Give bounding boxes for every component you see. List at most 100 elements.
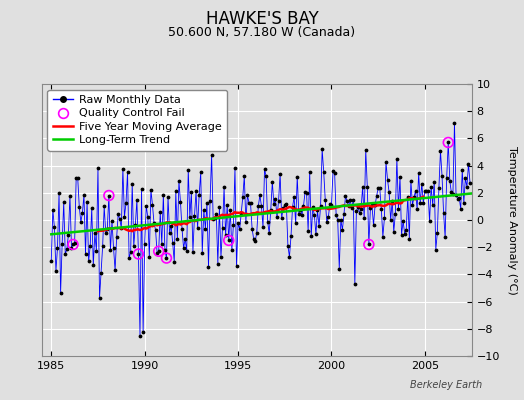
Point <box>100 203 108 210</box>
Point <box>234 220 242 226</box>
Point <box>253 230 261 236</box>
Point <box>441 234 449 240</box>
Point <box>189 248 197 255</box>
Point <box>377 206 386 212</box>
Point <box>181 236 189 242</box>
Point <box>211 214 219 221</box>
Point <box>187 189 195 196</box>
Point <box>214 260 222 267</box>
Point <box>89 262 97 268</box>
Point <box>278 214 286 221</box>
Point <box>131 222 139 228</box>
Point <box>321 197 330 203</box>
Point <box>385 189 394 196</box>
Point <box>458 167 466 173</box>
Point <box>64 232 73 238</box>
Point <box>208 152 216 158</box>
Point <box>363 184 372 190</box>
Point <box>134 251 143 257</box>
Point <box>50 224 59 230</box>
Point <box>256 192 264 198</box>
Point <box>331 169 339 176</box>
Point <box>307 232 315 239</box>
Point <box>341 193 350 199</box>
Point <box>94 165 102 172</box>
Point <box>358 184 367 190</box>
Point <box>116 216 124 222</box>
Point <box>391 211 399 218</box>
Point <box>215 204 224 211</box>
Point <box>379 234 387 240</box>
Point <box>193 225 202 232</box>
Point <box>129 242 138 249</box>
Point <box>411 188 420 194</box>
Point <box>91 230 99 237</box>
Point <box>422 188 431 194</box>
Point <box>432 246 440 253</box>
Point <box>444 139 452 146</box>
Point <box>369 222 378 228</box>
Point <box>355 210 364 216</box>
Point <box>453 195 462 202</box>
Text: 50.600 N, 57.180 W (Canada): 50.600 N, 57.180 W (Canada) <box>168 26 356 39</box>
Point <box>438 172 446 179</box>
Point <box>223 202 232 208</box>
Point <box>150 220 158 226</box>
Point <box>376 185 384 191</box>
Point <box>58 240 67 247</box>
Point <box>158 241 166 247</box>
Point <box>81 251 90 257</box>
Point <box>144 214 152 220</box>
Point <box>133 196 141 203</box>
Point <box>400 230 409 237</box>
Point <box>120 214 128 220</box>
Point <box>349 197 357 203</box>
Point <box>217 254 225 260</box>
Point <box>231 165 239 172</box>
Point <box>384 176 392 183</box>
Point <box>173 236 181 242</box>
Point <box>305 169 314 175</box>
Point <box>229 222 237 228</box>
Point <box>460 200 468 206</box>
Point <box>357 206 365 213</box>
Point <box>123 169 132 175</box>
Point <box>396 174 404 180</box>
Point <box>399 218 407 224</box>
Point <box>243 192 252 198</box>
Point <box>122 200 130 206</box>
Point <box>410 194 418 200</box>
Point <box>88 205 96 211</box>
Point <box>251 238 259 244</box>
Point <box>142 202 150 209</box>
Point <box>335 266 343 272</box>
Point <box>282 201 290 208</box>
Point <box>140 241 149 247</box>
Point <box>182 248 191 254</box>
Point <box>57 290 65 296</box>
Point <box>155 248 163 254</box>
Point <box>343 198 351 204</box>
Point <box>283 242 292 249</box>
Point <box>380 215 389 222</box>
Point <box>435 184 443 191</box>
Point <box>268 178 277 185</box>
Point <box>219 225 227 231</box>
Point <box>84 258 93 264</box>
Point <box>114 210 123 217</box>
Point <box>447 189 455 196</box>
Point <box>118 166 127 172</box>
Point <box>275 198 283 204</box>
Point <box>238 194 247 200</box>
Point <box>273 214 281 221</box>
Point <box>174 178 183 184</box>
Point <box>287 233 295 239</box>
Point <box>365 241 373 248</box>
Point <box>466 180 474 186</box>
Point <box>373 192 381 199</box>
Point <box>70 240 79 246</box>
Point <box>77 219 85 225</box>
Point <box>402 227 410 233</box>
Point <box>55 190 63 196</box>
Point <box>237 210 245 216</box>
